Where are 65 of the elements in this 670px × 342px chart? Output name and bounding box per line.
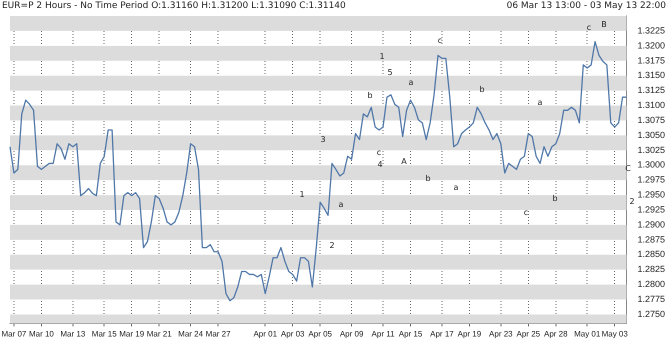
x-tick-label: Mar 10 [28,329,54,338]
y-tick-label: 1.2975 [637,174,666,185]
x-tick-label: Mar 19 [119,329,145,338]
y-tick-label: 1.3075 [637,114,666,125]
annotation: 1 [299,190,305,200]
x-tick-label: Mar 24 [178,329,204,338]
annotation: c [524,208,528,218]
y-tick-label: 1.3100 [637,100,666,110]
x-tick-label: Apr 09 [340,329,364,338]
annotation: 3 [320,135,326,144]
x-tick-label: Apr 17 [430,329,454,338]
annotation: A [401,157,408,166]
annotation: 5 [387,68,393,78]
chart-title: EUR=P 2 Hours - No Time Period O:1.31160 H:1.31200 L:1.31090 C:1.31140 [2,1,346,11]
annotation: b [552,194,558,204]
x-tick-label: Apr 25 [516,329,541,338]
x-tick-label: Mar 27 [206,329,232,338]
x-tick-label: Mar 13 [60,329,86,338]
annotation: a [454,183,459,192]
y-tick-label: 1.3000 [637,160,666,170]
annotation: B [601,20,607,30]
x-tick-label: Apr 05 [308,329,333,338]
y-tick-label: 1.2775 [637,294,666,304]
x-tick-label: May 01 [574,329,601,338]
y-tick-label: 1.3125 [637,85,666,96]
y-tick-label: 1.3050 [637,130,666,140]
y-tick-label: 1.2950 [637,190,666,200]
x-tick-label: Apr 01 [253,329,278,338]
annotation: c [438,36,442,46]
y-tick-label: 1.2850 [637,249,666,260]
annotation: c [586,23,592,32]
x-tick-label: Apr 28 [544,329,568,338]
y-tick-label: 1.3025 [637,144,666,155]
x-tick-label: Apr 11 [372,329,396,338]
y-tick-label: 1.2825 [637,264,666,274]
annotation: 4 [377,160,383,170]
annotation: 1 [379,52,385,62]
y-tick-label: 1.3175 [637,55,666,66]
x-tick-label: Mar 21 [146,329,172,338]
text: 06 Mar 13 13:00 - 03 May 13 22:00 [506,1,666,11]
annotation: b [425,174,431,184]
y-tick-label: 1.2875 [637,234,666,244]
y-tick-label: 1.2800 [637,279,666,290]
y-tick-label: 1.3150 [637,70,666,80]
x-tick-label: Apr 15 [398,329,423,338]
annotation: C [625,164,632,174]
annotation: 2 [329,241,335,250]
x-tick-label: Apr 23 [489,329,514,338]
y-tick-label: 1.2925 [637,204,666,214]
x-tick-label: Mar 15 [92,329,118,338]
annotation: c [376,148,382,158]
annotation: b [367,91,373,100]
y-tick-label: 1.2900 [637,219,666,230]
y-tick-label: 1.2750 [637,308,666,319]
x-tick-label: Mar 07 [1,329,27,338]
y-tick-label: 1.3200 [637,40,666,50]
x-tick-label: Apr 03 [280,329,306,338]
annotation: a [408,78,414,88]
annotation: b [479,85,485,94]
annotation: a [538,98,543,108]
x-tick-label: May 03 [602,329,628,338]
y-tick-label: 1.3225 [637,25,666,36]
annotation: a [338,200,344,210]
text: 2 [629,197,635,206]
x-tick-label: Apr 19 [458,329,482,338]
